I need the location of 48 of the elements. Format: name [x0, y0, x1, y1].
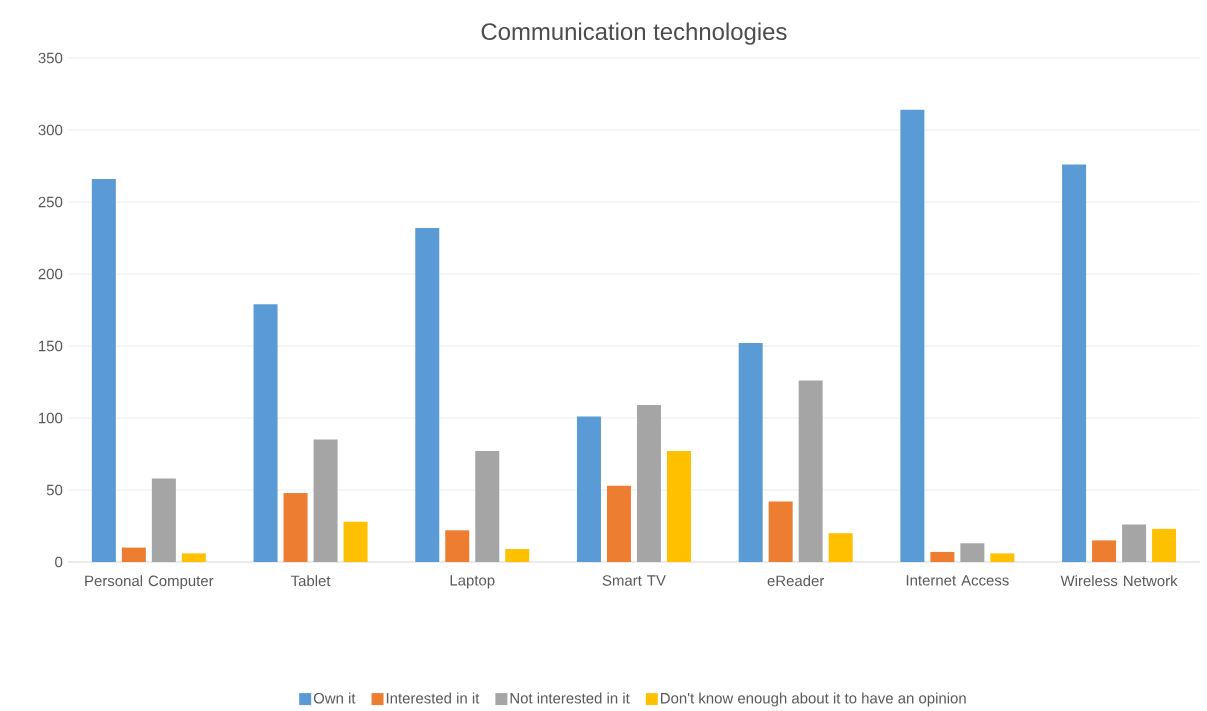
bar	[768, 501, 793, 562]
x-tick-label: Personal Computer	[85, 575, 214, 590]
bar	[990, 553, 1015, 562]
bar	[445, 530, 470, 562]
y-tick-label: 100	[39, 412, 63, 424]
bar	[666, 451, 691, 562]
bar	[576, 416, 601, 562]
chart-title: Communication technologies	[481, 22, 787, 45]
bar	[606, 485, 631, 562]
y-tick-label: 150	[39, 340, 63, 352]
x-tick-label: Internet Access	[906, 575, 1009, 586]
bar	[151, 478, 176, 562]
bar	[283, 492, 308, 562]
x-tick-label: Laptop	[450, 575, 495, 589]
bar	[121, 547, 146, 562]
y-tick-label: 200	[38, 268, 63, 280]
x-tick-label: eReader	[767, 575, 825, 587]
bar	[636, 405, 661, 562]
y-tick-label: 250	[38, 196, 63, 208]
x-tick-label: Tablet	[290, 575, 331, 587]
bar	[930, 551, 955, 562]
bar	[738, 343, 763, 562]
legend-label: Own it	[313, 692, 356, 704]
bar	[1152, 528, 1177, 562]
bar	[415, 227, 440, 562]
bar	[91, 178, 116, 562]
bar	[253, 304, 278, 562]
y-tick-label: 300	[38, 124, 63, 136]
bar	[1062, 164, 1087, 562]
bar	[1122, 524, 1147, 562]
bar	[960, 543, 985, 562]
x-tick-label: Smart TV	[602, 575, 666, 586]
legend-label: Not interested in it	[510, 692, 630, 704]
bar	[1092, 540, 1117, 562]
bar	[343, 521, 368, 562]
bar	[828, 533, 853, 562]
bar	[505, 549, 530, 562]
y-tick-label: 0	[55, 556, 63, 568]
bar	[181, 553, 206, 562]
x-tick-label: Wireless Network	[1060, 575, 1178, 587]
bar	[798, 380, 823, 562]
y-tick-label: 50	[46, 484, 63, 496]
legend-label: Don't know enough about it to have an opinion	[661, 692, 966, 707]
bar	[900, 109, 925, 562]
y-tick-label: 350	[38, 52, 63, 64]
bar	[313, 439, 338, 562]
bar	[475, 451, 500, 562]
legend-label: Interested in it	[386, 692, 480, 704]
